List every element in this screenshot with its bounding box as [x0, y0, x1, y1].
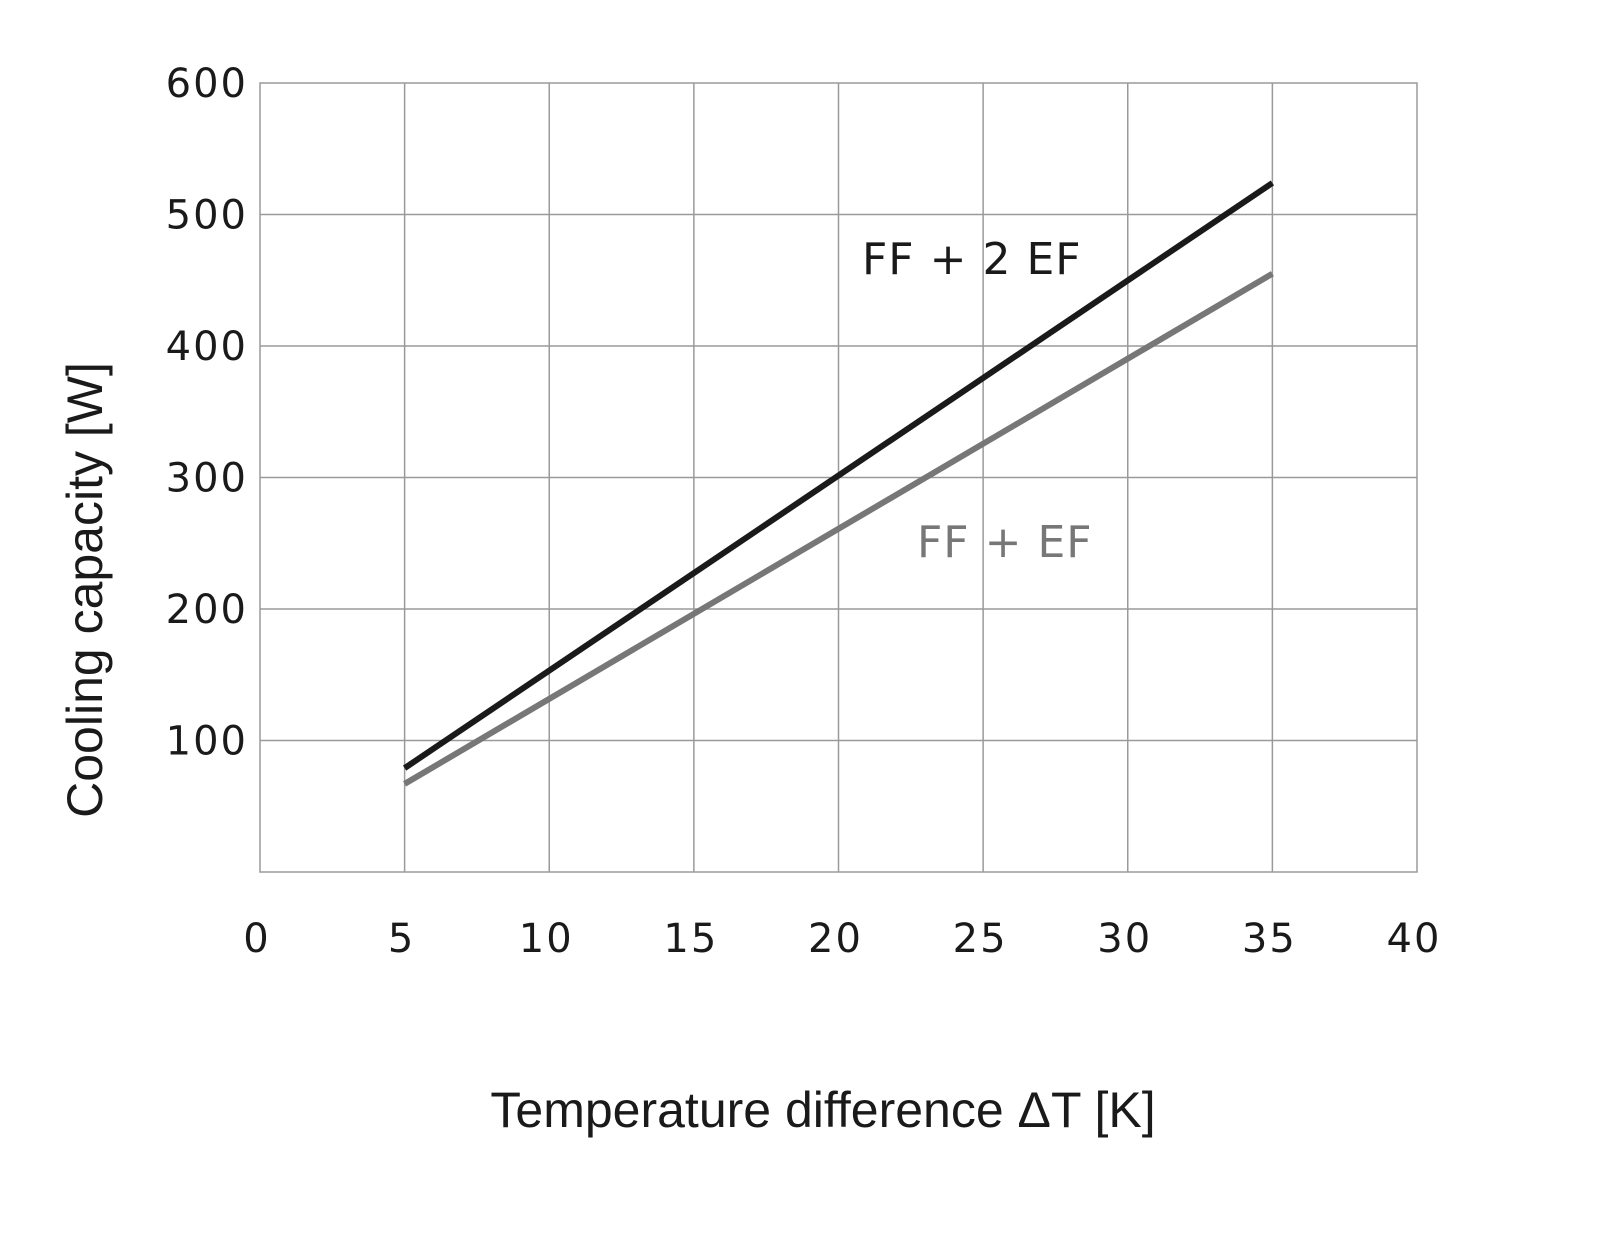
x-axis-title: Temperature difference ΔT [K] [490, 1082, 1155, 1138]
grid [260, 83, 1417, 872]
x-tick-label: 10 [519, 916, 574, 962]
x-tick-labels: 0 5 10 15 20 25 30 35 40 [243, 916, 1442, 962]
x-tick-label: 30 [1097, 916, 1152, 962]
y-tick-label: 600 [166, 61, 248, 107]
series-label-ff-2ef: FF + 2 EF [862, 234, 1082, 285]
series-label-ff-ef: FF + EF [917, 517, 1093, 568]
series-line-ff-ef [403, 271, 1274, 787]
x-tick-label: 40 [1387, 916, 1442, 962]
plot-frame [259, 82, 1418, 873]
x-tick-label: 35 [1242, 916, 1297, 962]
y-tick-label: 400 [166, 324, 248, 370]
y-tick-label: 100 [166, 719, 248, 765]
x-tick-label: 20 [808, 916, 863, 962]
x-tick-label: 25 [953, 916, 1008, 962]
y-tick-label: 500 [166, 193, 248, 239]
y-tick-labels: 100 200 300 400 500 600 [166, 61, 248, 765]
x-tick-label: 15 [663, 916, 718, 962]
y-tick-label: 300 [166, 456, 248, 502]
series-line-ff-2ef [402, 180, 1275, 771]
y-tick-label: 200 [166, 587, 248, 633]
y-axis-title: Cooling capacity [W] [57, 362, 113, 818]
x-tick-label: 0 [243, 916, 270, 962]
x-tick-label: 5 [388, 916, 415, 962]
series-lines [402, 180, 1275, 787]
